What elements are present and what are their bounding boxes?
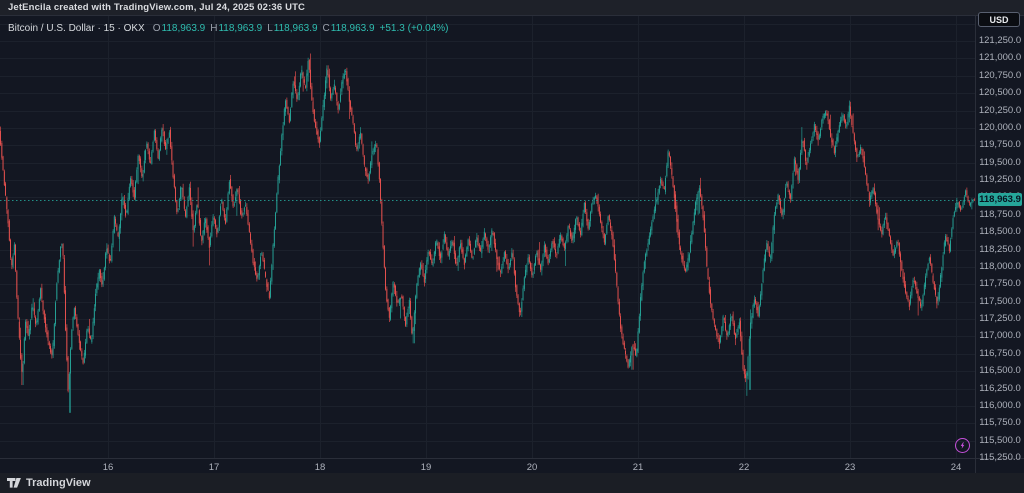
symbol-title: Bitcoin / U.S. Dollar · 15 · OKX [8,23,145,34]
attribution-text: JetEncila created with TradingView.com, … [8,2,306,13]
time-tick-label: 24 [950,462,962,473]
price-tick-label: 120,000.0 [978,121,1022,133]
ohlc-values: O118,963.9 H118,963.9 L118,963.9 C118,963.9 [153,23,380,34]
price-tick-label: 118,000.0 [979,260,1021,272]
footer-bar: TradingView [0,473,1024,493]
ohlc-label: H [210,23,218,34]
candlestick-chart[interactable] [0,16,975,458]
price-tick-label: 118,500.0 [979,226,1021,238]
price-axis[interactable]: 118,963.9 115,250.0 115,500.0 115,750.0 116… [975,16,1024,473]
price-tick-label: 120,750.0 [978,69,1022,81]
price-tick-label: 121,000.0 [978,52,1022,64]
time-tick-label: 23 [844,462,856,473]
lightning-icon [960,442,965,449]
price-tick-label: 116,500.0 [979,365,1021,377]
ohlc-value: 118,963.9 [273,23,318,34]
price-tick-label: 116,750.0 [979,347,1021,359]
time-tick-label: 16 [102,462,114,473]
ohlc-value: 118,963.9 [330,23,375,34]
time-tick-label: 21 [632,462,644,473]
price-tick-label: 120,500.0 [978,87,1022,99]
price-tick-label: 119,500.0 [979,156,1021,168]
brand-text: TradingView [26,477,91,489]
price-tick-label: 115,250.0 [979,452,1021,463]
price-tick-label: 119,750.0 [979,139,1021,151]
time-tick-label: 22 [738,462,750,473]
price-tick-label: 119,250.0 [979,174,1021,185]
time-axis[interactable]: 16 17 18 19 20 21 22 23 24 [0,458,1024,474]
price-tick-label: 115,500.0 [979,434,1021,446]
price-tick-label: 117,500.0 [979,295,1021,307]
ohlc-label: L [267,23,273,34]
price-tick-label: 116,000.0 [979,399,1021,411]
ohlc-value: 118,963.9 [161,23,206,34]
tradingview-logo[interactable]: TradingView [7,477,91,489]
price-tick-label: 115,750.0 [979,417,1021,429]
currency-button[interactable]: USD [978,12,1020,27]
boost-button[interactable] [955,438,970,453]
time-tick-label: 17 [208,462,220,473]
time-tick-label: 18 [314,462,326,473]
price-tick-label: 120,250.0 [978,104,1022,116]
price-tick-label: 121,250.0 [978,35,1022,46]
symbol-legend: Bitcoin / U.S. Dollar · 15 · OKX O118,96… [8,23,448,34]
ohlc-label: C [322,23,330,34]
last-price-label: 118,963.9 [978,193,1022,207]
price-tick-label: 118,250.0 [979,243,1021,255]
price-tick-label: 117,000.0 [979,330,1021,342]
time-tick-label: 20 [526,462,538,473]
ohlc-value: 118,963.9 [218,23,263,34]
tradingview-icon [7,478,21,488]
ohlc-label: O [152,23,161,34]
price-tick-label: 118,750.0 [979,208,1021,220]
price-tick-label: 117,750.0 [979,278,1021,290]
header-bar: JetEncila created with TradingView.com, … [0,0,1024,16]
change-value: +51.3 (+0.04%) [379,23,449,34]
price-tick-label: 117,250.0 [979,313,1021,324]
price-tick-label: 116,250.0 [979,382,1021,394]
time-tick-label: 19 [420,462,432,473]
